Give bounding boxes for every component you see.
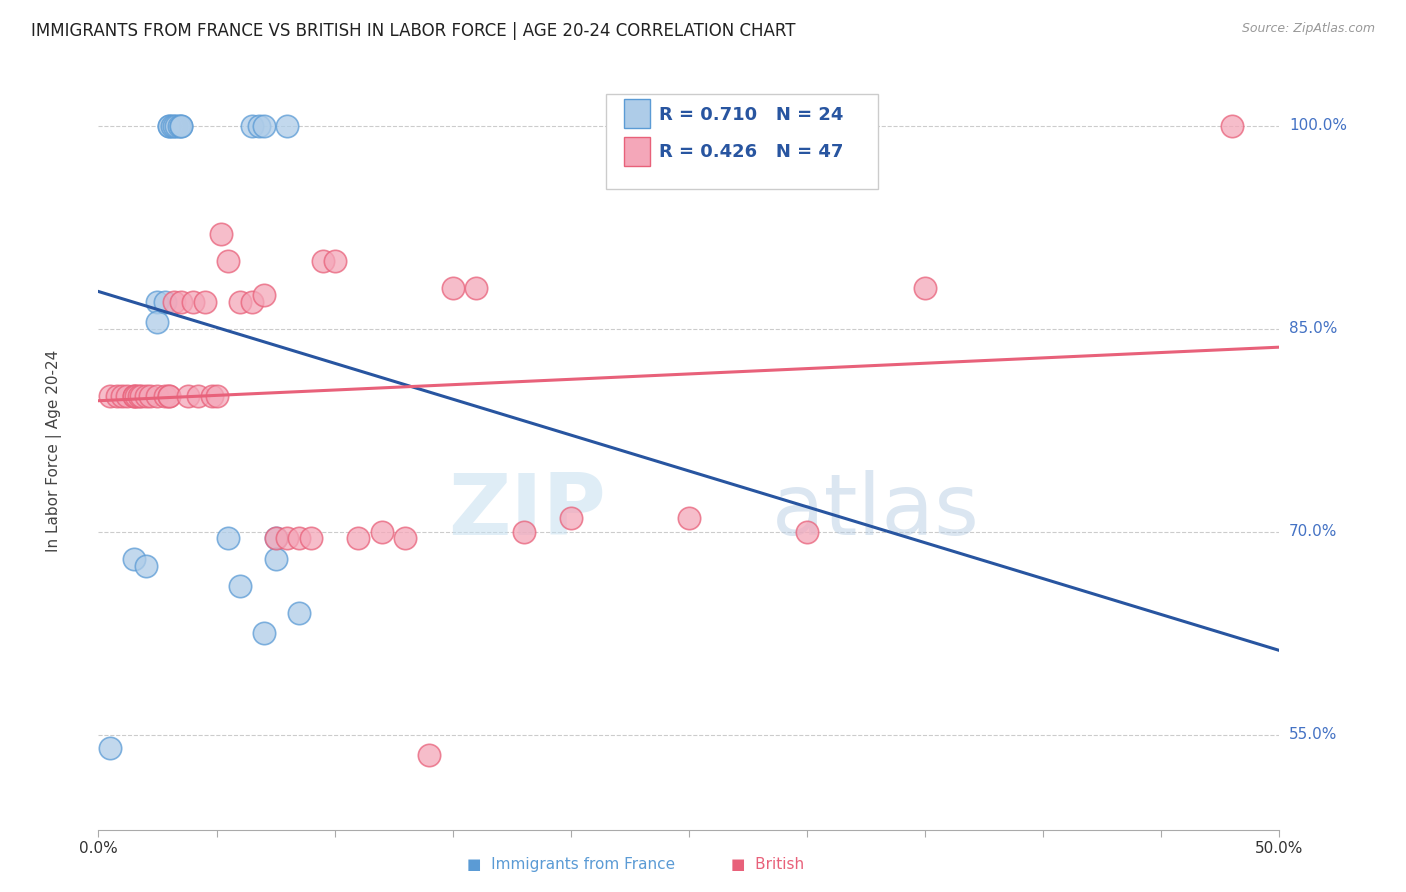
Text: R = 0.710   N = 24: R = 0.710 N = 24 xyxy=(659,105,844,124)
Point xyxy=(98,389,121,403)
Point xyxy=(560,511,582,525)
Point xyxy=(209,227,232,241)
Point xyxy=(163,119,186,133)
Point xyxy=(914,281,936,295)
Point xyxy=(157,119,180,133)
Point xyxy=(247,119,270,133)
Point xyxy=(122,389,145,403)
Text: Source: ZipAtlas.com: Source: ZipAtlas.com xyxy=(1241,22,1375,36)
FancyBboxPatch shape xyxy=(624,99,650,128)
Point xyxy=(253,287,276,301)
Point xyxy=(170,119,193,133)
Point xyxy=(264,532,287,546)
Point xyxy=(217,254,239,268)
Point xyxy=(1220,119,1243,133)
Text: ■  Immigrants from France: ■ Immigrants from France xyxy=(467,857,675,872)
Point xyxy=(512,524,534,539)
Point xyxy=(264,532,287,546)
Point xyxy=(276,119,298,133)
Point xyxy=(288,532,311,546)
Point xyxy=(394,532,416,546)
Point xyxy=(135,389,157,403)
Point xyxy=(163,294,186,309)
Text: 55.0%: 55.0% xyxy=(1289,727,1337,742)
FancyBboxPatch shape xyxy=(624,137,650,166)
Point xyxy=(264,551,287,566)
Text: R = 0.426   N = 47: R = 0.426 N = 47 xyxy=(659,144,844,161)
Point xyxy=(128,389,150,403)
Point xyxy=(323,254,346,268)
Point xyxy=(465,281,488,295)
Point xyxy=(160,119,183,133)
Point xyxy=(229,579,252,593)
Point xyxy=(146,294,169,309)
Point xyxy=(170,294,193,309)
Point xyxy=(167,119,190,133)
Point xyxy=(115,389,138,403)
Point xyxy=(165,119,187,133)
Point xyxy=(98,741,121,756)
Point xyxy=(122,551,145,566)
Point xyxy=(288,606,311,620)
Point xyxy=(170,119,193,133)
Point xyxy=(276,532,298,546)
Point xyxy=(181,294,204,309)
Text: ■  British: ■ British xyxy=(731,857,804,872)
Point xyxy=(125,389,148,403)
Point xyxy=(253,119,276,133)
Point xyxy=(607,119,630,133)
Point xyxy=(153,294,176,309)
Point xyxy=(157,119,180,133)
Text: 100.0%: 100.0% xyxy=(1289,118,1347,133)
Point xyxy=(135,558,157,573)
Text: atlas: atlas xyxy=(772,469,980,553)
Text: 85.0%: 85.0% xyxy=(1289,321,1337,336)
Point xyxy=(157,389,180,403)
Point xyxy=(312,254,335,268)
Point xyxy=(299,532,322,546)
Point xyxy=(146,315,169,329)
Point xyxy=(187,389,209,403)
Text: IMMIGRANTS FROM FRANCE VS BRITISH IN LABOR FORCE | AGE 20-24 CORRELATION CHART: IMMIGRANTS FROM FRANCE VS BRITISH IN LAB… xyxy=(31,22,796,40)
Text: ZIP: ZIP xyxy=(449,469,606,553)
Point xyxy=(371,524,394,539)
Point xyxy=(240,294,263,309)
Point xyxy=(139,389,162,403)
FancyBboxPatch shape xyxy=(606,95,877,189)
Point xyxy=(205,389,228,403)
Point xyxy=(240,119,263,133)
Point xyxy=(678,511,700,525)
Point xyxy=(157,389,180,403)
Point xyxy=(418,748,440,763)
Point xyxy=(194,294,217,309)
Point xyxy=(153,389,176,403)
Point xyxy=(229,294,252,309)
Point xyxy=(347,532,370,546)
Point xyxy=(105,389,128,403)
Point xyxy=(796,524,818,539)
Point xyxy=(253,626,276,640)
Point xyxy=(441,281,464,295)
Point xyxy=(129,389,152,403)
Point xyxy=(177,389,200,403)
Point xyxy=(201,389,224,403)
Point xyxy=(111,389,134,403)
Point xyxy=(217,532,239,546)
Point xyxy=(146,389,169,403)
Text: In Labor Force | Age 20-24: In Labor Force | Age 20-24 xyxy=(45,350,62,551)
Text: 70.0%: 70.0% xyxy=(1289,524,1337,539)
Point xyxy=(122,389,145,403)
